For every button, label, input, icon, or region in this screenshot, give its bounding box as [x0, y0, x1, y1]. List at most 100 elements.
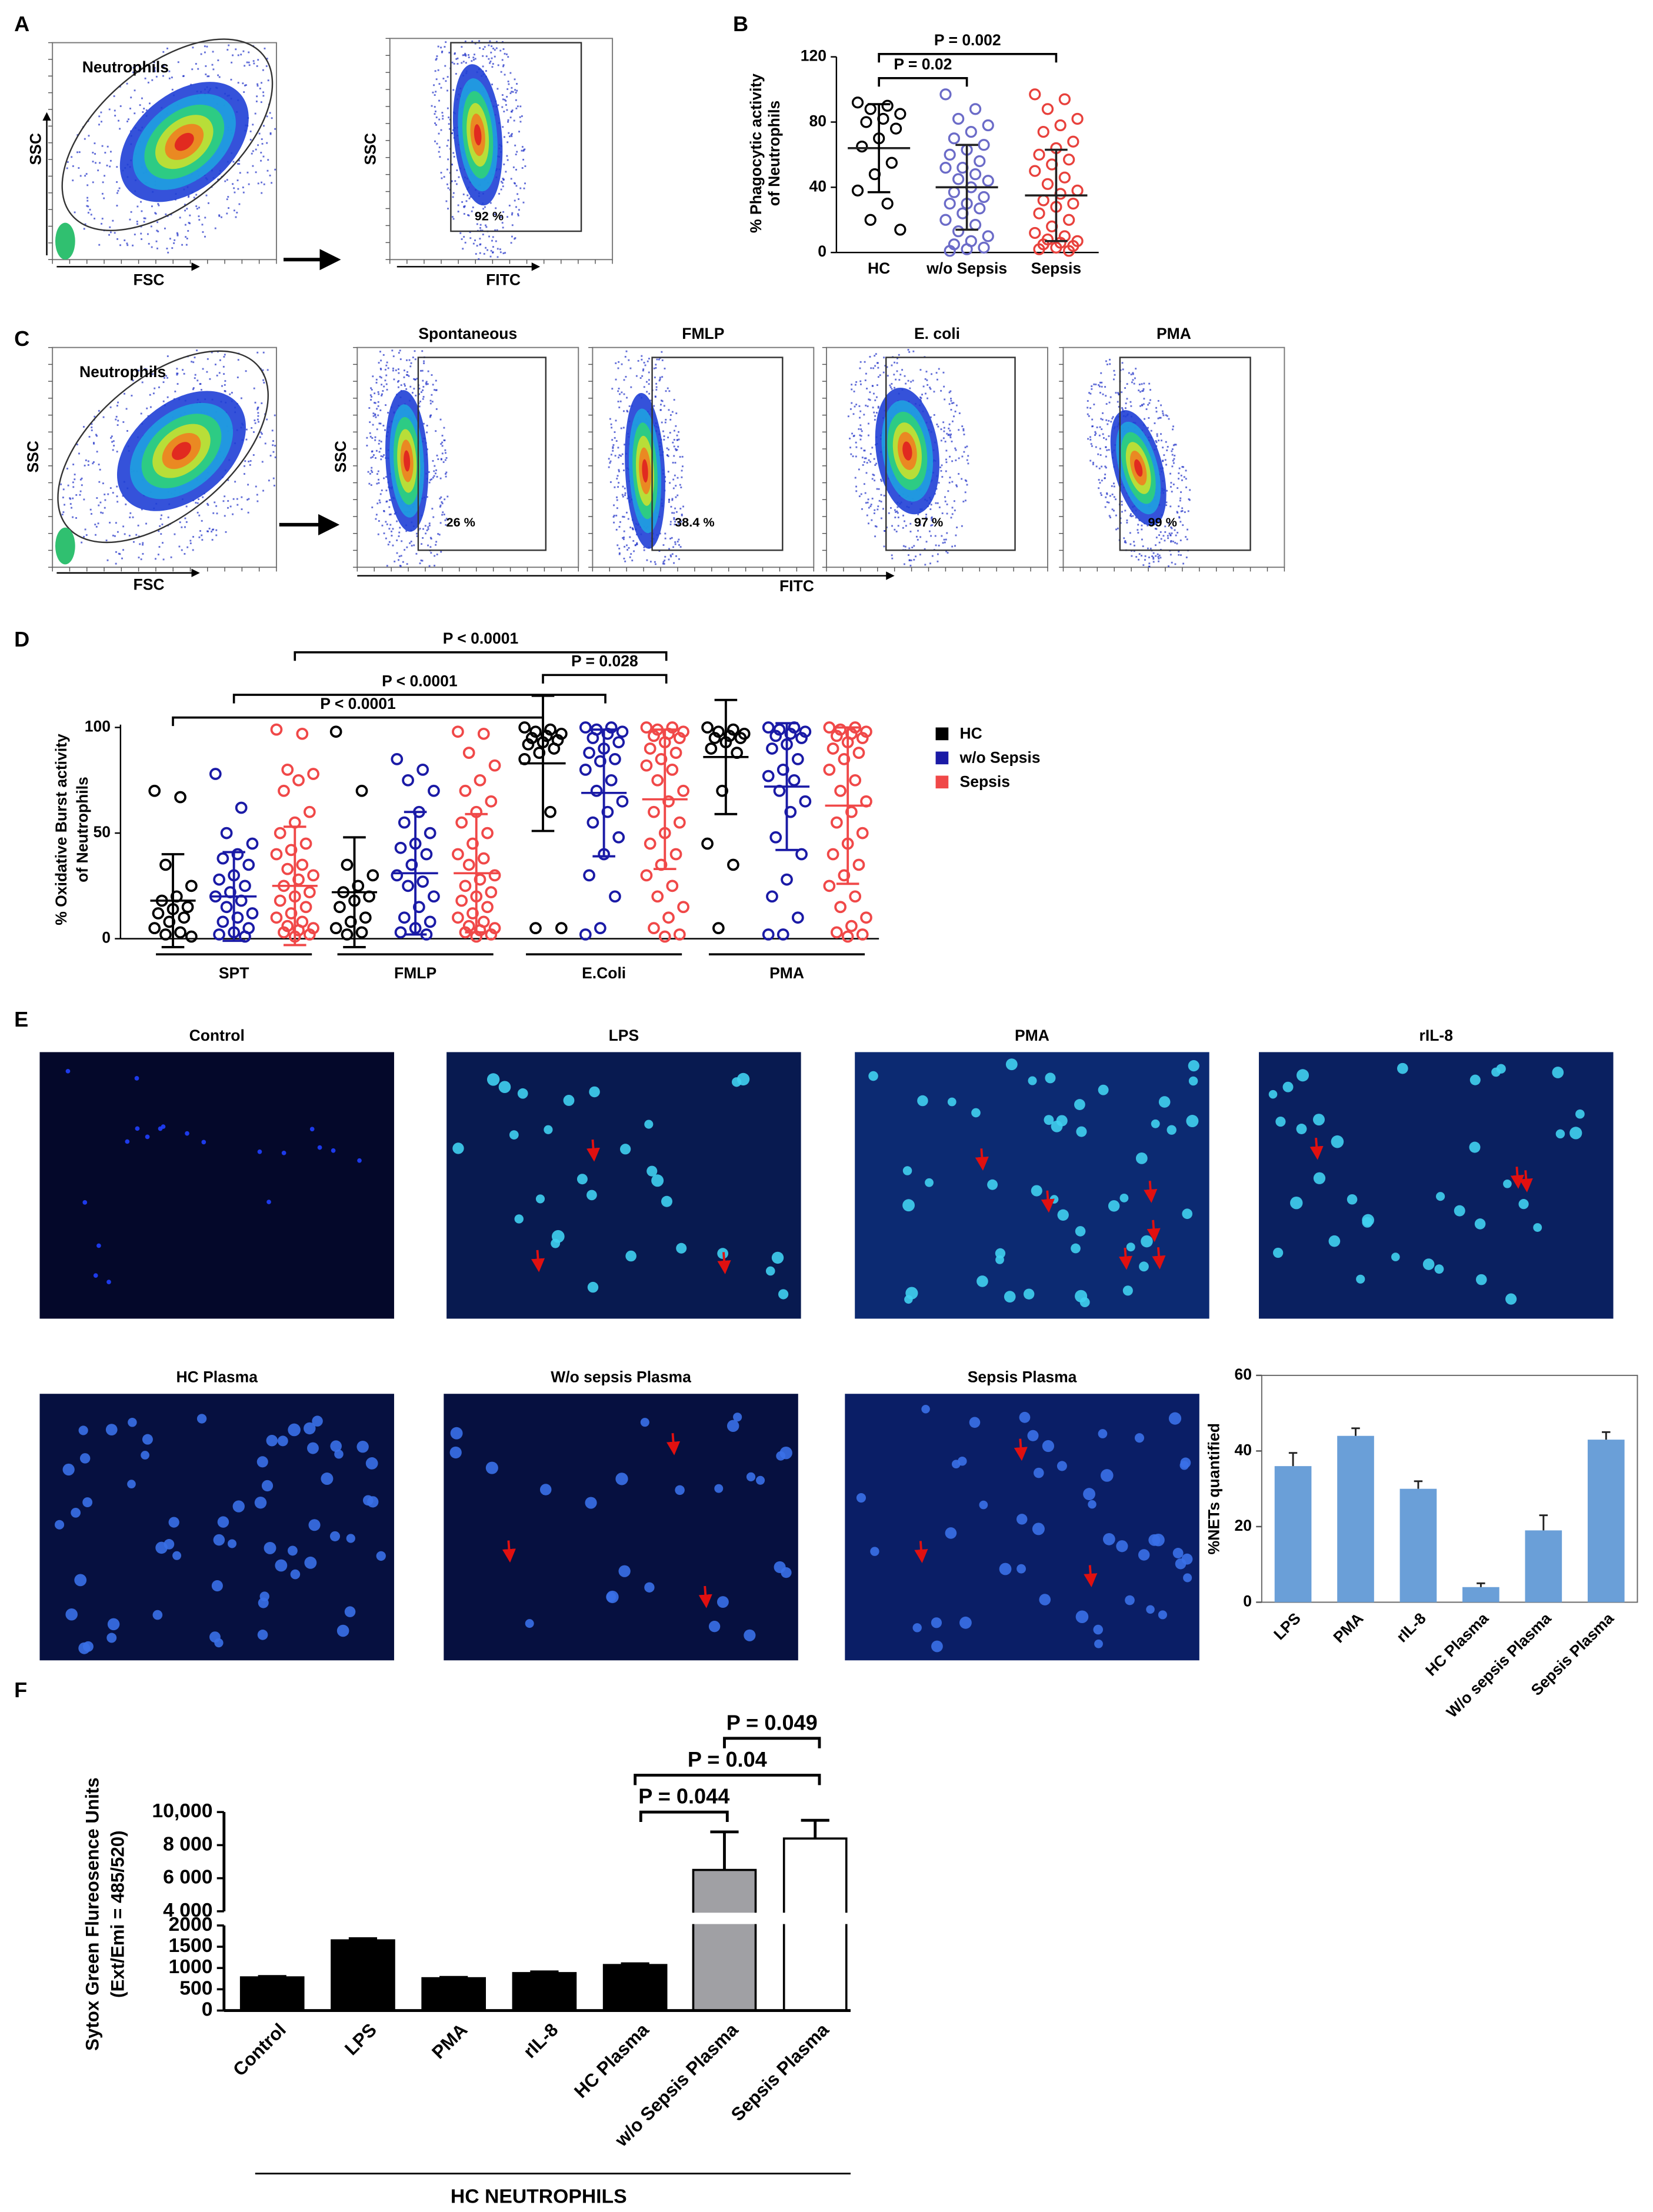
- event-dot: [1142, 545, 1144, 547]
- cell: [1469, 1074, 1481, 1085]
- data-point: [612, 736, 625, 749]
- event-dot: [386, 388, 388, 391]
- event-dot: [409, 385, 412, 388]
- event-dot: [404, 385, 406, 387]
- event-dot: [671, 411, 674, 413]
- event-dot: [405, 388, 408, 390]
- event-dot: [946, 503, 948, 505]
- event-dot: [254, 112, 256, 115]
- data-point: [849, 890, 862, 903]
- event-dot: [391, 530, 392, 532]
- bracket: [542, 674, 668, 684]
- event-dot: [410, 541, 412, 542]
- event-dot: [511, 224, 514, 226]
- event-dot: [666, 387, 669, 389]
- event-dot: [1095, 384, 1097, 385]
- data-point: [609, 890, 621, 903]
- event-dot: [1171, 491, 1173, 493]
- event-dot: [964, 499, 967, 502]
- data-point: [466, 907, 479, 920]
- event-dot: [1130, 405, 1132, 407]
- event-dot: [860, 493, 862, 495]
- cell: [1268, 1090, 1278, 1099]
- error-bar: [1351, 1427, 1360, 1436]
- event-dot: [862, 464, 864, 466]
- event-dot: [61, 514, 64, 516]
- event-dot: [488, 44, 490, 46]
- data-point: [307, 768, 319, 780]
- event-dot: [116, 166, 118, 168]
- event-dot: [1087, 400, 1089, 402]
- event-dot: [435, 91, 437, 93]
- event-dot: [98, 115, 101, 118]
- event-dot: [478, 40, 481, 42]
- event-dot: [860, 428, 862, 431]
- event-dot: [95, 434, 97, 436]
- cell: [287, 1545, 298, 1556]
- event-dot: [1172, 483, 1175, 485]
- data-point: [885, 156, 898, 169]
- event-dot: [878, 488, 880, 490]
- event-dot: [502, 211, 505, 213]
- event-dot: [86, 199, 89, 202]
- data-point: [296, 858, 309, 871]
- event-dot: [673, 517, 675, 519]
- event-dot: [402, 561, 404, 563]
- data-point: [952, 225, 965, 238]
- cell: [640, 1418, 649, 1427]
- event-dot: [864, 457, 866, 459]
- data-point: [296, 727, 309, 740]
- gate: [885, 357, 1016, 551]
- event-dot: [942, 542, 944, 544]
- event-dot: [98, 124, 100, 126]
- panel-title: FMLP: [682, 325, 724, 342]
- data-point: [939, 214, 952, 226]
- event-dot: [274, 168, 276, 171]
- event-dot: [274, 445, 276, 447]
- event-dot: [462, 61, 465, 63]
- event-dot: [482, 65, 484, 68]
- event-dot: [376, 473, 378, 475]
- event-dot: [618, 553, 621, 555]
- event-dot: [249, 460, 252, 462]
- cell: [1044, 1115, 1054, 1125]
- event-dot: [521, 146, 524, 148]
- axis-label: % Oxidative Burst activity: [52, 734, 70, 925]
- event-dot: [212, 528, 215, 531]
- event-dot: [138, 557, 140, 559]
- event-dot: [92, 442, 95, 444]
- event-dot: [937, 502, 939, 504]
- cell: [868, 1071, 878, 1081]
- bar: [782, 1837, 848, 2012]
- event-dot: [396, 381, 399, 383]
- cell: [778, 1289, 789, 1300]
- event-dot: [1181, 479, 1183, 481]
- event-dot: [1098, 487, 1100, 489]
- event-dot: [868, 459, 870, 461]
- event-dot: [946, 532, 948, 534]
- data-point: [462, 858, 475, 871]
- cell: [1094, 1639, 1103, 1648]
- event-dot: [474, 54, 475, 56]
- event-dot: [880, 517, 882, 519]
- cell: [127, 1480, 136, 1488]
- event-dot: [613, 504, 615, 507]
- event-dot: [1129, 543, 1132, 545]
- event-dot: [1115, 392, 1117, 394]
- event-dot: [938, 506, 941, 508]
- event-dot: [229, 393, 231, 395]
- event-dot: [851, 384, 853, 386]
- event-dot: [1113, 496, 1115, 498]
- data-point: [651, 774, 664, 787]
- cell: [1469, 1141, 1481, 1153]
- event-dot: [1169, 505, 1172, 508]
- cell: [744, 1629, 756, 1641]
- event-dot: [198, 219, 201, 221]
- event-dot: [895, 531, 898, 532]
- event-dot: [1148, 565, 1150, 568]
- event-dot: [1089, 407, 1092, 409]
- event-dot: [119, 128, 121, 130]
- event-dot: [1135, 517, 1137, 519]
- event-dot: [1152, 561, 1155, 563]
- event-dot: [680, 521, 682, 522]
